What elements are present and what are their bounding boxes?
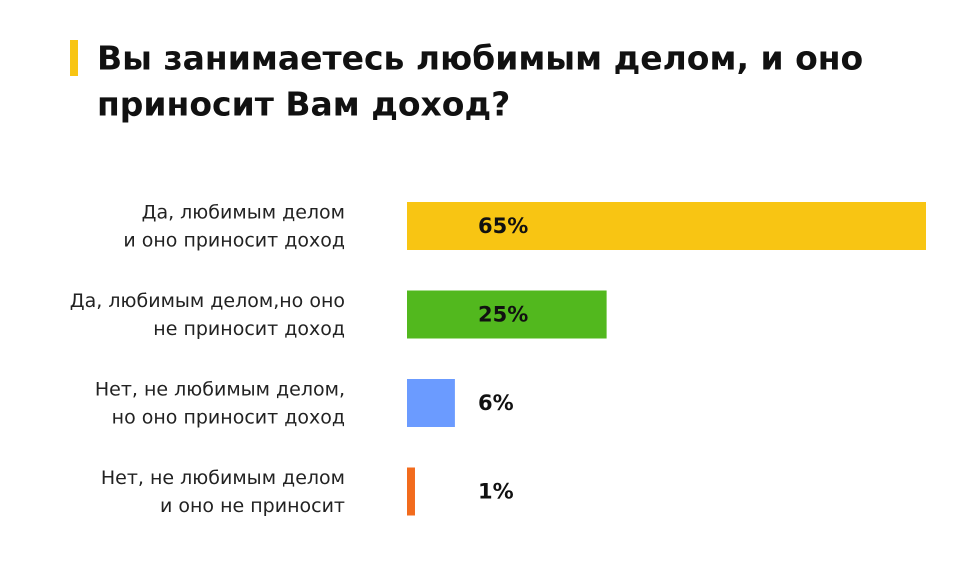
title-accent — [70, 40, 78, 76]
category-label: Нет, не любимым делом — [101, 467, 345, 489]
bar — [407, 290, 607, 339]
category-label: Да, любимым делом — [142, 202, 345, 224]
value-label: 25% — [478, 303, 528, 327]
category-label: не приносит доход — [153, 318, 345, 340]
value-label: 65% — [478, 214, 528, 238]
category-label: но оно приносит доход — [112, 407, 345, 429]
chart-title: приносит Вам доход? — [97, 85, 510, 124]
chart-title: Вы занимаетесь любимым делом, и оно — [97, 39, 863, 78]
category-label: Да, любимым делом,но оно — [70, 290, 345, 312]
bar — [407, 379, 455, 427]
value-label: 1% — [478, 480, 514, 504]
value-label: 6% — [478, 391, 514, 415]
bar — [407, 467, 415, 516]
category-label: Нет, не любимым делом, — [95, 379, 345, 401]
category-label: и оно приносит доход — [123, 230, 345, 252]
category-label: и оно не приносит — [160, 495, 345, 517]
bar — [407, 202, 926, 250]
